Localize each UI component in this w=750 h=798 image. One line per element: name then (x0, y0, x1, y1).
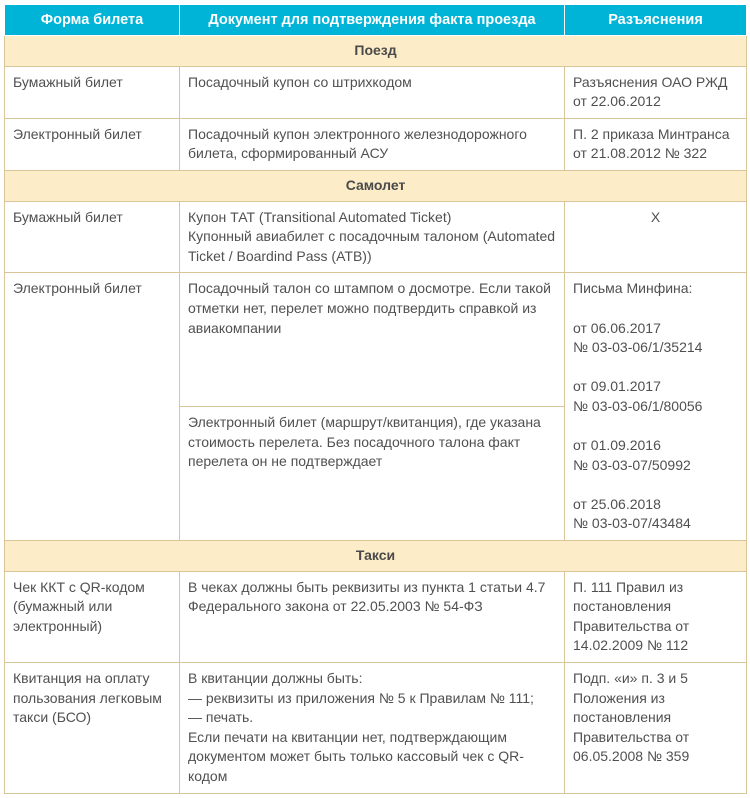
section-taxi-label: Такси (5, 541, 747, 572)
cell-form: Квитанция на оплату пользования легковым… (5, 663, 180, 794)
table-row: Электронный билет Посадочный талон со шт… (5, 273, 747, 407)
cell-form: Бумажный билет (5, 201, 180, 273)
cell-doc: Посадочный купон со штрихкодом (180, 66, 565, 118)
cell-form: Чек ККТ с QR-кодом (бумажный или электро… (5, 571, 180, 662)
cell-expl: П. 111 Правил из постановления Правитель… (565, 571, 747, 662)
cell-doc: Электронный билет (маршрут/квитанция), г… (180, 407, 565, 541)
cell-expl: Письма Минфина: от 06.06.2017 № 03-03-06… (565, 273, 747, 541)
section-plane: Самолет (5, 170, 747, 201)
cell-doc: В квитанции должны быть: — реквизиты из … (180, 663, 565, 794)
header-expl: Разъяснения (565, 5, 747, 36)
section-plane-label: Самолет (5, 170, 747, 201)
section-train: Поезд (5, 36, 747, 67)
cell-doc: В чеках должны быть реквизиты из пункта … (180, 571, 565, 662)
cell-doc: Купон ТАТ (Transitional Automated Ticket… (180, 201, 565, 273)
cell-doc: Посадочный купон электронного железнодор… (180, 118, 565, 170)
table-row: Чек ККТ с QR-кодом (бумажный или электро… (5, 571, 747, 662)
cell-form: Бумажный билет (5, 66, 180, 118)
cell-form: Электронный билет (5, 273, 180, 541)
ticket-table: Форма билета Документ для подтверждения … (4, 4, 747, 794)
cell-doc: Посадочный талон со штампом о досмотре. … (180, 273, 565, 407)
cell-form: Электронный билет (5, 118, 180, 170)
cell-expl: Подп. «и» п. 3 и 5 Положения из постанов… (565, 663, 747, 794)
section-train-label: Поезд (5, 36, 747, 67)
table-header-row: Форма билета Документ для подтверждения … (5, 5, 747, 36)
cell-expl: Х (565, 201, 747, 273)
table-row: Квитанция на оплату пользования легковым… (5, 663, 747, 794)
table-row: Бумажный билет Посадочный купон со штрих… (5, 66, 747, 118)
header-form: Форма билета (5, 5, 180, 36)
table-row: Бумажный билет Купон ТАТ (Transitional A… (5, 201, 747, 273)
section-taxi: Такси (5, 541, 747, 572)
table-row: Электронный билет Посадочный купон элект… (5, 118, 747, 170)
cell-expl: Разъяснения ОАО РЖД от 22.06.2012 (565, 66, 747, 118)
cell-expl: П. 2 приказа Минтранса от 21.08.2012 № 3… (565, 118, 747, 170)
header-doc: Документ для подтверждения факта проезда (180, 5, 565, 36)
